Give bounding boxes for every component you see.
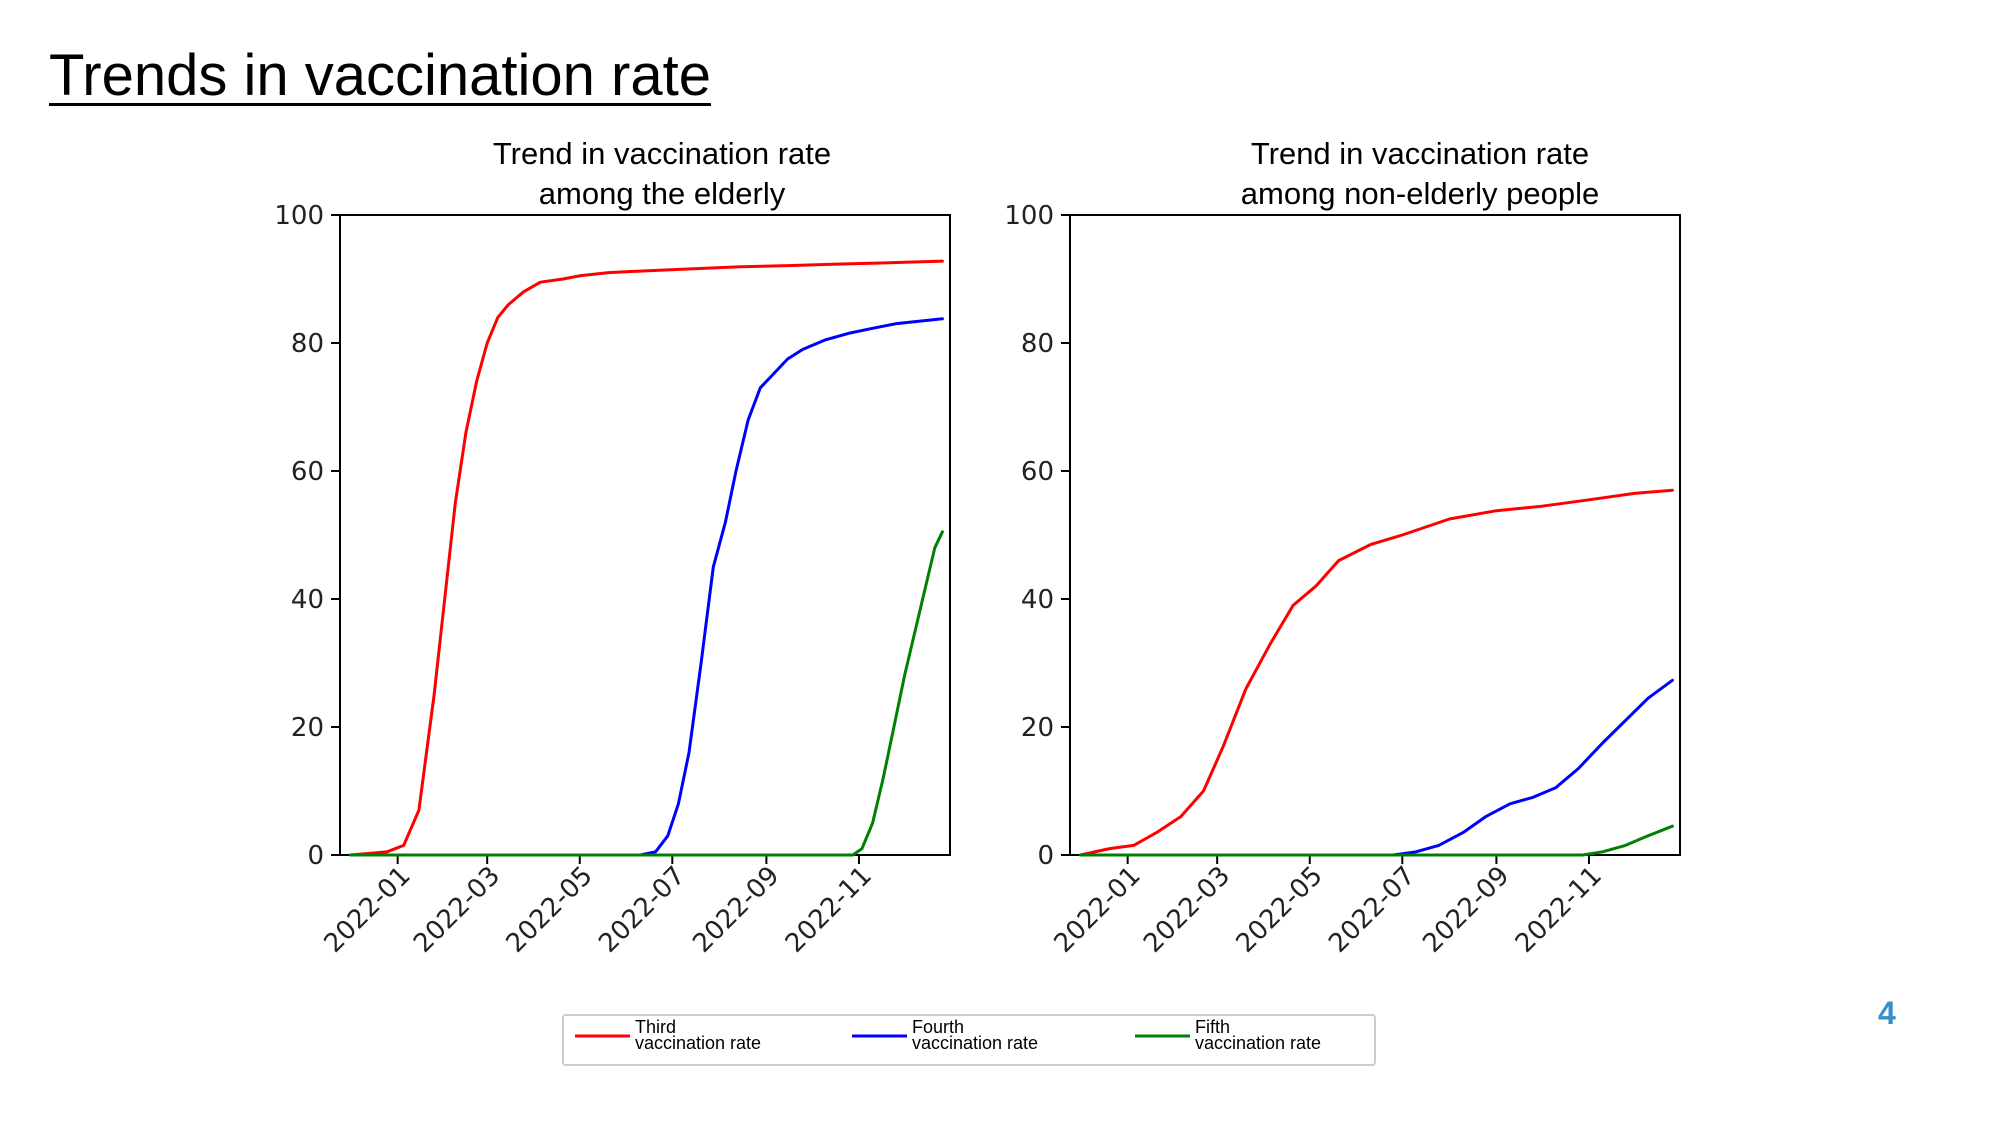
y-tick-label: 40 [1021, 585, 1054, 615]
legend-label-line1: Fourth [912, 1017, 964, 1037]
legend-label-line2: vaccination rate [1195, 1033, 1321, 1053]
chart-title-line: Trend in vaccination rate [1251, 136, 1589, 171]
legend-label-line2: vaccination rate [912, 1033, 1038, 1053]
x-tick-label: 2022-07 [1323, 861, 1421, 959]
x-tick-label: 2022-03 [1138, 861, 1236, 959]
chart-title-line: Trend in vaccination rate [493, 136, 831, 171]
y-tick-label: 60 [1021, 457, 1054, 487]
series-line-fourth [1079, 678, 1674, 857]
x-tick-label: 2022-11 [1510, 861, 1608, 959]
y-tick-label: 80 [1021, 329, 1054, 359]
series-line-fifth [1079, 824, 1674, 857]
x-tick-label: 2022-01 [319, 861, 417, 959]
x-tick-label: 2022-11 [780, 861, 878, 959]
chart-title-line: among the elderly [539, 176, 786, 211]
series-line-third [349, 259, 944, 857]
x-tick-label: 2022-05 [1231, 861, 1329, 959]
y-tick-label: 20 [291, 713, 324, 743]
x-tick-label: 2022-05 [501, 861, 599, 959]
page-number: 4 [1878, 995, 1896, 1031]
chart-elderly: Trend in vaccination rate among the elder… [274, 136, 951, 959]
y-tick-label: 60 [291, 457, 324, 487]
y-tick-label: 40 [291, 585, 324, 615]
series-line-third [1079, 488, 1674, 857]
plot-frame [339, 214, 951, 856]
y-tick-label: 80 [291, 329, 324, 359]
x-tick-label: 2022-09 [1417, 861, 1515, 959]
x-tick-label: 2022-09 [687, 861, 785, 959]
legend-frame [562, 1014, 1376, 1066]
legend-label-line1: Third [635, 1017, 676, 1037]
x-tick-label: 2022-07 [593, 861, 691, 959]
x-tick-label: 2022-03 [408, 861, 506, 959]
series-line-fifth [349, 530, 944, 857]
y-tick-label: 100 [274, 201, 324, 231]
chart-non-elderly: Trend in vaccination rate among non-elder… [1004, 136, 1681, 959]
y-tick-label: 0 [307, 841, 324, 871]
slide-title: Trends in vaccination rate [49, 43, 711, 108]
legend-label-line1: Fifth [1195, 1017, 1230, 1037]
x-tick-label: 2022-01 [1049, 861, 1147, 959]
series-line-fourth [349, 317, 944, 857]
y-tick-label: 20 [1021, 713, 1054, 743]
chart-title-line: among non-elderly people [1241, 176, 1599, 211]
y-tick-label: 100 [1004, 201, 1054, 231]
legend-label-line2: vaccination rate [635, 1033, 761, 1053]
y-tick-label: 0 [1037, 841, 1054, 871]
